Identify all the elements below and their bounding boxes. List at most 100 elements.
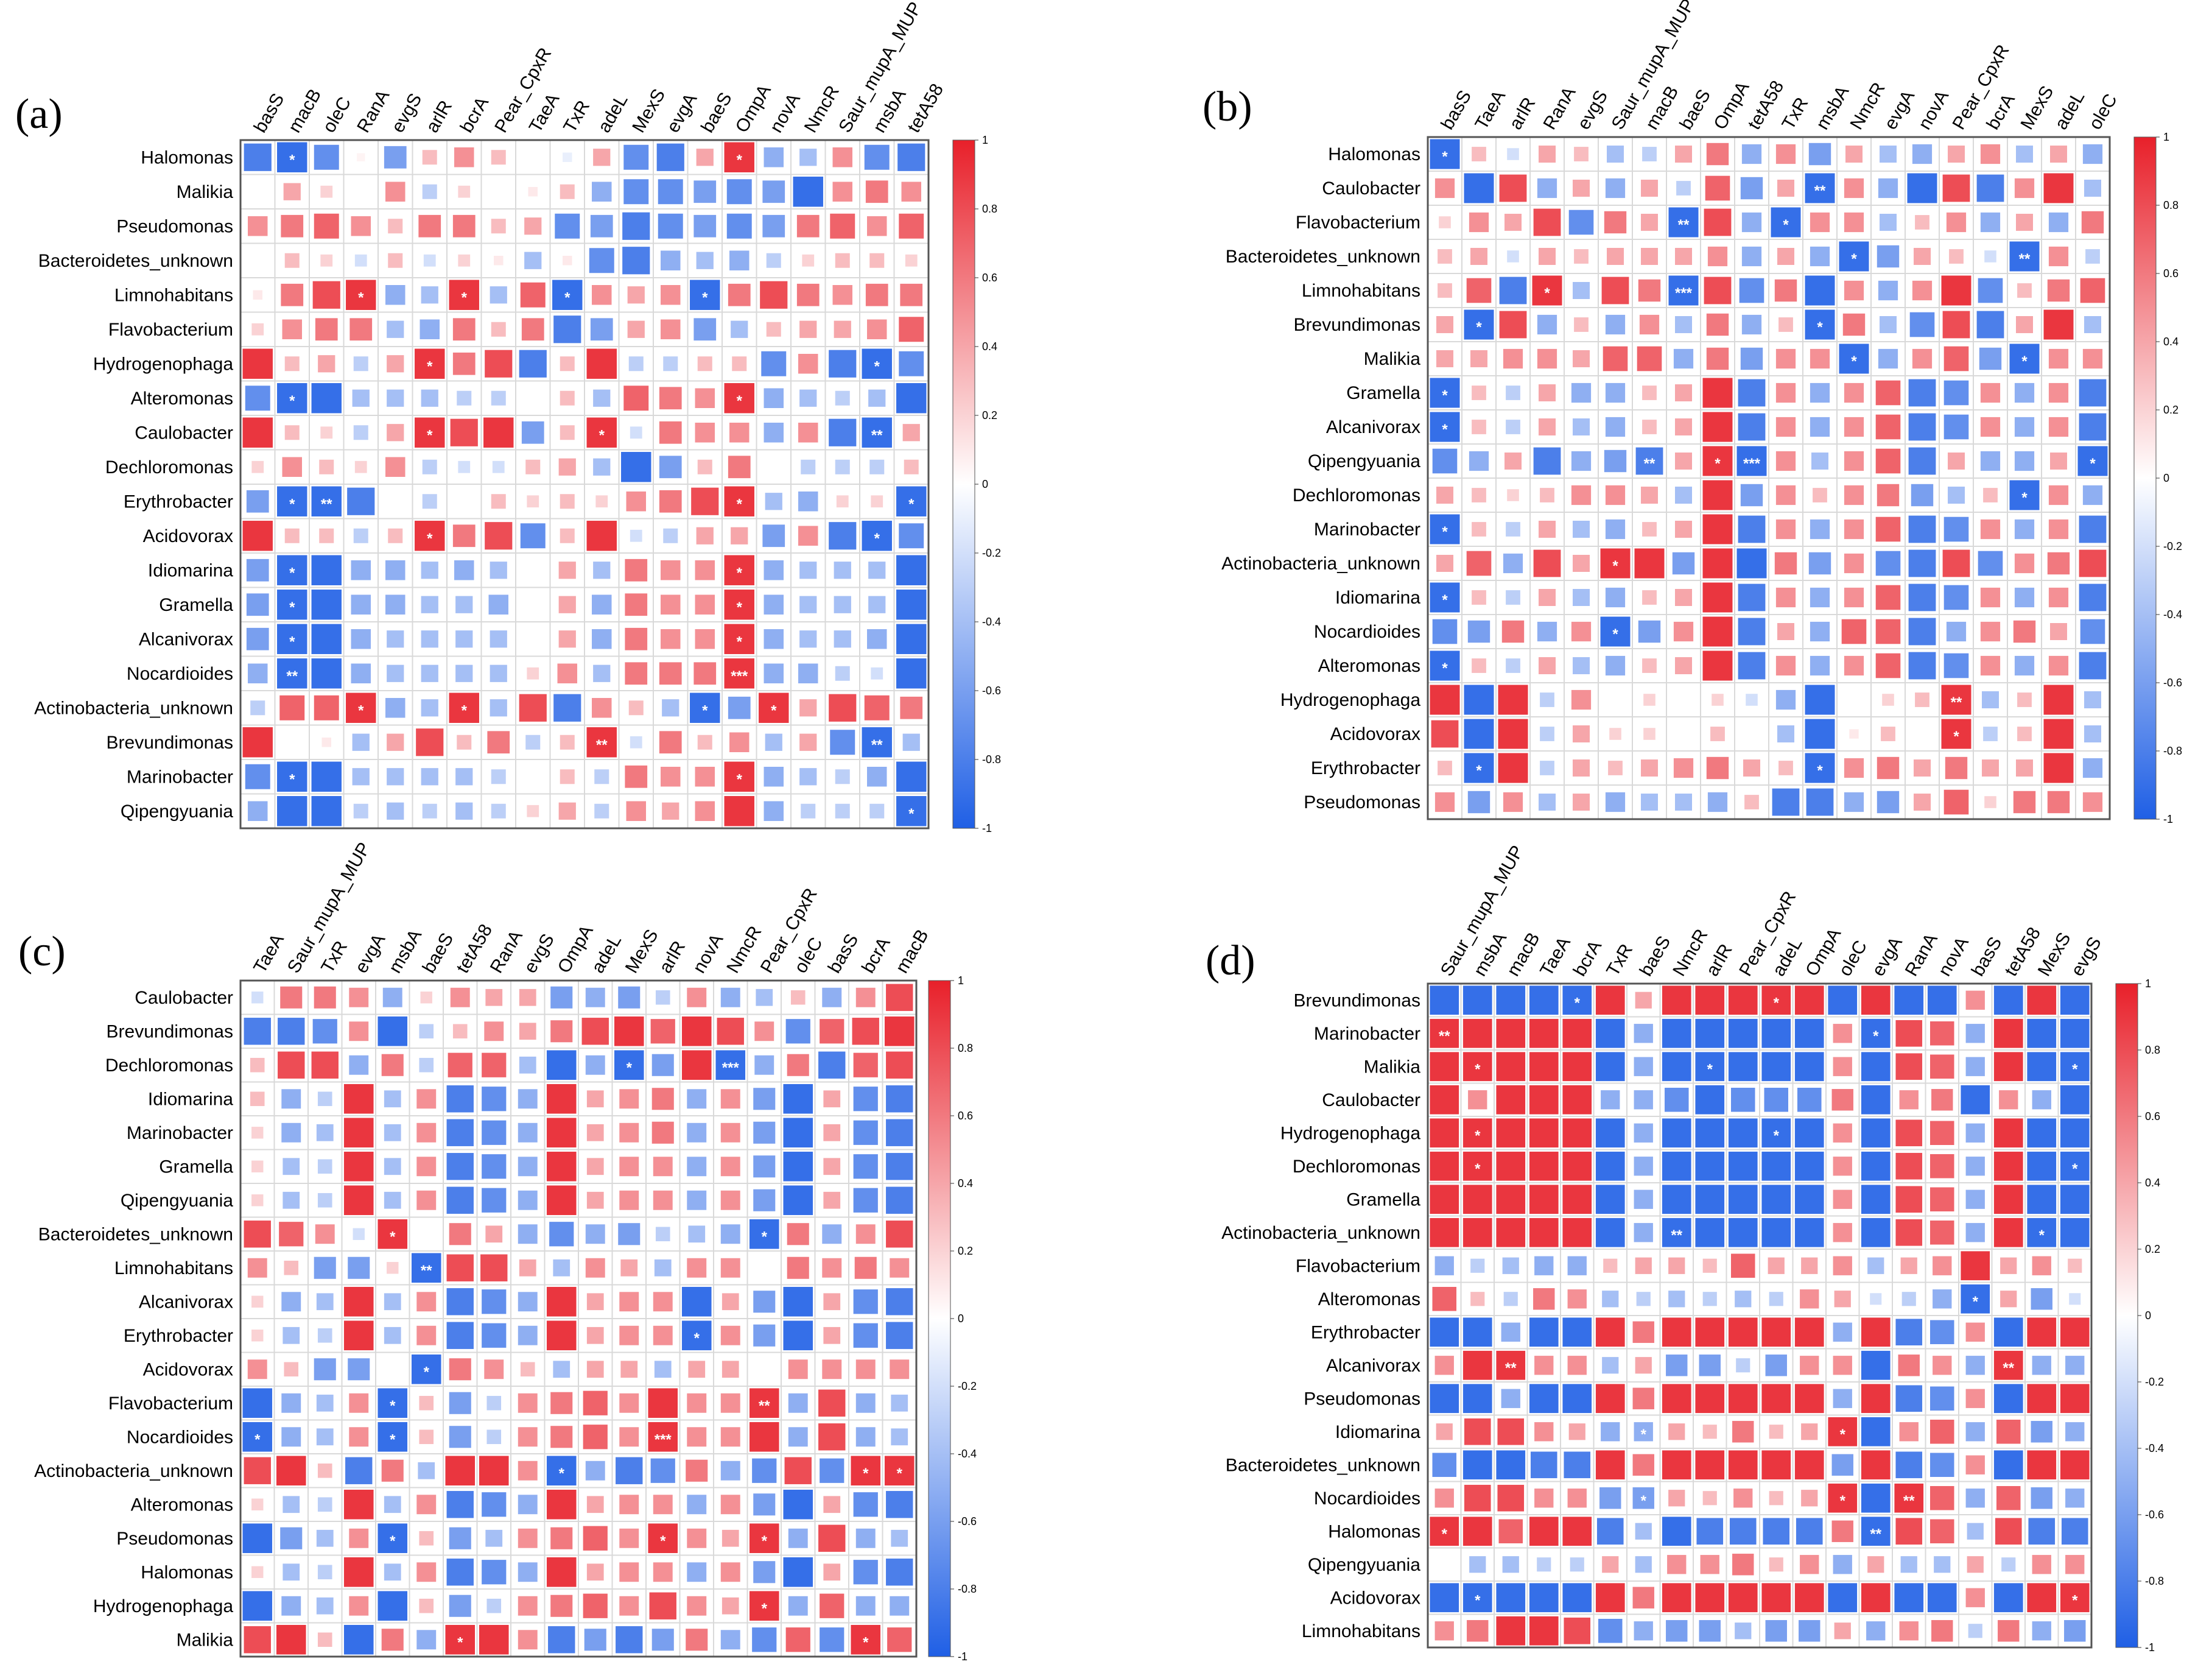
heatmap-cell [1635, 1556, 1652, 1573]
significance-star: * [289, 565, 295, 581]
heatmap-cell [422, 184, 437, 199]
heatmap-cell [1738, 583, 1766, 611]
heatmap-cell [1946, 212, 1967, 233]
heatmap-cell [486, 1429, 502, 1445]
heatmap-cell [1875, 585, 1901, 610]
row-label: Qipengyuania [1308, 451, 1420, 471]
heatmap-cell [724, 383, 754, 414]
heatmap-cell [855, 1528, 876, 1548]
heatmap-cell [1828, 985, 1858, 1015]
heatmap-cell [1875, 619, 1901, 644]
significance-star: * [289, 599, 295, 616]
heatmap-cell [1662, 1384, 1691, 1414]
heatmap-cell [387, 733, 404, 751]
heatmap-cell [1845, 146, 1863, 163]
heatmap-cell [586, 1361, 604, 1378]
row-label: Flavobacterium [1296, 213, 1420, 233]
heatmap-cell [1942, 174, 1970, 202]
heatmap-cell [1573, 725, 1590, 742]
heatmap-cell [1595, 985, 1625, 1015]
heatmap-cell [1430, 985, 1459, 1015]
heatmap-cell [388, 528, 403, 543]
heatmap-cell [2017, 283, 2032, 298]
heatmap-cell [618, 1223, 641, 1245]
heatmap-cell [449, 1223, 471, 1245]
heatmap-cell [354, 254, 367, 267]
heatmap-cell [722, 1597, 739, 1615]
heatmap-cell [1675, 248, 1692, 265]
row-label: Alteromonas [131, 1495, 233, 1515]
heatmap-cell [1912, 144, 1933, 164]
heatmap-cell [1529, 1118, 1559, 1148]
significance-star: * [427, 427, 433, 443]
heatmap-cell [1738, 618, 1766, 646]
heatmap-cell [1841, 619, 1867, 644]
heatmap-cell [585, 1258, 605, 1278]
heatmap-cell [315, 318, 338, 341]
heatmap-cell [864, 144, 890, 170]
heatmap-cell [661, 285, 681, 305]
heatmap-cell [726, 213, 752, 239]
colorbar-tick-label: -0.2 [2163, 540, 2182, 552]
heatmap-cell [1771, 207, 1801, 238]
heatmap-cell [625, 662, 648, 685]
heatmap-cell [314, 144, 339, 170]
colorbar [2115, 983, 2138, 1648]
heatmap-cell [1571, 621, 1592, 642]
heatmap-cell [655, 990, 670, 1005]
heatmap-cell [586, 1158, 604, 1175]
significance-star: * [390, 1431, 396, 1448]
row-label: Marinobacter [1314, 1024, 1420, 1044]
heatmap-cell [2060, 1217, 2090, 1247]
heatmap-cell [1777, 180, 1794, 197]
heatmap-cell [1861, 1052, 1891, 1082]
heatmap-cell [1948, 487, 1965, 504]
heatmap-cell [1900, 1257, 1917, 1274]
heatmap-cell [384, 1563, 401, 1581]
heatmap-cell [783, 1557, 813, 1587]
heatmap-cell [557, 663, 577, 683]
heatmap-cell [1908, 515, 1936, 543]
heatmap-cell [722, 1361, 739, 1378]
heatmap-cell [1839, 344, 1869, 374]
heatmap-cell [2082, 144, 2103, 164]
significance-star: *** [722, 1060, 740, 1076]
heatmap-cell [802, 254, 815, 267]
heatmap-cell [1844, 382, 1864, 403]
heatmap-cell [1605, 587, 1626, 608]
heatmap-cell [626, 491, 646, 512]
heatmap-cell [385, 698, 406, 718]
heatmap-cell [1965, 1489, 1985, 1508]
heatmap-cell [317, 1091, 332, 1107]
significance-star: ** [871, 737, 883, 753]
heatmap-cell [422, 803, 437, 819]
significance-star: * [2090, 456, 2096, 472]
column-label: TxR [317, 937, 351, 976]
heatmap-cell [619, 1562, 639, 1582]
heatmap-cell [2014, 178, 2035, 199]
heatmap-cell [1573, 180, 1590, 197]
heatmap-cell [586, 1124, 604, 1141]
heatmap-cell [1662, 1185, 1691, 1214]
significance-star: * [1442, 149, 1448, 165]
heatmap-cell [1929, 1220, 1954, 1245]
heatmap-cell [1929, 1519, 1954, 1544]
heatmap-cell [2016, 146, 2033, 163]
heatmap-cell [1741, 212, 1762, 233]
heatmap-cell [1496, 1052, 1526, 1082]
row-label: Hydrogenophaga [93, 354, 234, 374]
colorbar-tick-label: 0 [982, 478, 988, 490]
column-label: basS [1968, 934, 2006, 980]
heatmap-cell [1733, 1489, 1753, 1508]
heatmap-cell [886, 1051, 913, 1079]
heatmap-cell [518, 1190, 538, 1210]
heatmap-cell [619, 1157, 639, 1177]
row-label: Caulobacter [135, 423, 233, 443]
heatmap-cell [862, 727, 892, 758]
heatmap-cell [1730, 1087, 1755, 1112]
row-label: Alteromonas [131, 389, 233, 409]
heatmap-cell [648, 1388, 678, 1418]
heatmap-cell [1774, 279, 1797, 302]
heatmap-cell [1993, 1151, 2023, 1181]
heatmap-cell [1866, 1621, 1886, 1641]
